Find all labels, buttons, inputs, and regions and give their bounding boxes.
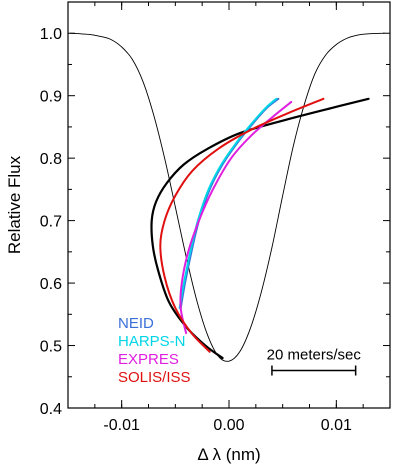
scale-bar-label: 20 meters/sec bbox=[267, 347, 362, 364]
y-tick-label: 0.7 bbox=[40, 214, 62, 231]
x-tick-label: -0.01 bbox=[103, 417, 140, 434]
y-tick-label: 1.0 bbox=[40, 26, 62, 43]
ticks-layer: 0.4 0.5 0.6 0.7 0.8 0.9 1.0 -0.01 0.00 0.01 bbox=[40, 2, 390, 434]
y-tick-label: 0.9 bbox=[40, 89, 62, 106]
y-tick-label: 0.5 bbox=[40, 339, 62, 356]
series-line-neid bbox=[179, 97, 280, 310]
x-axis-title: Δ λ (nm) bbox=[197, 445, 260, 464]
y-tick-label: 0.8 bbox=[40, 151, 62, 168]
series-line-black-bisector bbox=[150, 97, 370, 360]
x-tick-label: 0.01 bbox=[321, 417, 352, 434]
scale-bar: 20 meters/sec bbox=[267, 347, 362, 376]
legend-entry-solis-iss: SOLIS/ISS bbox=[118, 369, 191, 386]
line-profile-curve bbox=[70, 32, 385, 362]
y-tick-label: 0.6 bbox=[40, 276, 62, 293]
curves-layer bbox=[70, 32, 385, 362]
y-tick-label: 0.4 bbox=[40, 401, 62, 418]
legend-entry-harps-n: HARPS-N bbox=[118, 333, 186, 350]
series-line-harps-n bbox=[178, 97, 278, 310]
series-line-expres bbox=[179, 100, 293, 335]
x-tick-label: 0.00 bbox=[213, 417, 244, 434]
series-line-solis-iss bbox=[159, 97, 325, 353]
legend-entry-expres: EXPRES bbox=[118, 351, 179, 368]
legend-entry-neid: NEID bbox=[118, 315, 154, 332]
y-axis-title: Relative Flux bbox=[5, 155, 24, 254]
